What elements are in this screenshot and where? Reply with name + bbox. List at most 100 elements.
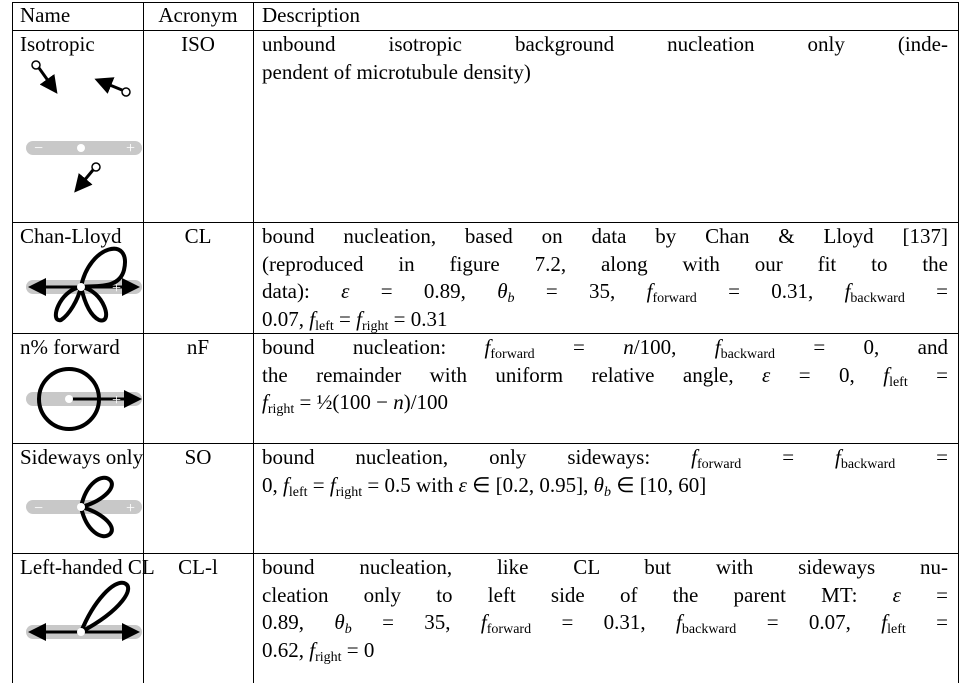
math: f (883, 362, 890, 387)
text: pendent of microtubule density) (262, 59, 531, 84)
subscript: b (344, 622, 352, 637)
text: = ½(100 − (294, 390, 394, 414)
header-cell: Name (20, 3, 71, 27)
text: = (907, 362, 949, 387)
svg-text:+: + (126, 140, 135, 157)
text: bound nucleation, based on data by Chan … (262, 224, 948, 248)
math: f (691, 445, 697, 469)
description-line: data): ε = 0.89, θb = 35, fforward = 0.3… (262, 278, 949, 306)
subscript: forward (490, 347, 535, 362)
subscript: right (361, 318, 389, 334)
subscript: backward (850, 291, 905, 306)
description-line: unbound isotropic background nucleation … (262, 31, 948, 58)
math: θ (334, 610, 345, 634)
rule (958, 2, 959, 683)
name-cell: Chan-Lloyd (20, 224, 122, 248)
math: f (834, 445, 841, 469)
text: = (307, 472, 330, 497)
math: ε (892, 582, 901, 607)
math: f (262, 390, 268, 414)
text: = (905, 610, 948, 634)
subscript: forward (696, 457, 742, 472)
math: θ (593, 472, 604, 497)
subscript: forward (486, 622, 532, 637)
header-cell: Description (262, 3, 360, 27)
cl-l-icon (26, 580, 142, 641)
text: = (741, 445, 835, 469)
subscript: backward (720, 347, 775, 362)
name-cell: n% forward (20, 335, 120, 359)
acronym-cell: CL (184, 224, 212, 248)
math: f (714, 335, 721, 359)
subscript: left (889, 374, 908, 390)
description-line: bound nucleation, based on data by Chan … (262, 223, 948, 250)
math: f (309, 306, 316, 331)
description-line: (reproduced in figure 7.2, along with ou… (262, 251, 948, 278)
text: = (904, 279, 949, 303)
text: = 0.07, (736, 610, 882, 634)
text: 0.62, (262, 637, 310, 662)
description-line: 0.62, fright = 0 (262, 637, 948, 665)
text: ∈ [0.2, 0.95], (466, 472, 594, 497)
text: = 0.89, (349, 279, 498, 303)
text: cleation only to left side of the parent… (262, 582, 893, 607)
name-cell: Left-handed CL (20, 555, 155, 579)
rule (12, 553, 958, 554)
header-cell: Acronym (158, 3, 238, 27)
text: ∈ [10, 60] (610, 472, 707, 497)
rule (12, 2, 958, 3)
subscript: left (288, 484, 308, 500)
math: n (393, 390, 404, 414)
subscript: right (335, 484, 363, 500)
text: (reproduced in figure 7.2, along with ou… (262, 251, 948, 276)
math: f (484, 335, 491, 359)
rule (12, 222, 958, 223)
acronym-cell: nF (186, 335, 210, 359)
acronym-cell: SO (184, 445, 212, 469)
svg-text:−: − (34, 140, 43, 157)
subscript: left (887, 622, 906, 637)
text: = (333, 306, 357, 331)
text: /100, (633, 335, 715, 359)
acronym-cell: ISO (181, 32, 215, 56)
text: = 0, and (774, 335, 948, 359)
subscript: b (603, 484, 611, 500)
math: f (283, 472, 289, 497)
iso-icon: − + (26, 60, 142, 193)
rule (12, 2, 13, 683)
math: ε (341, 279, 350, 303)
cl-icon: + (26, 246, 142, 323)
text: 0.07, (262, 306, 310, 331)
svg-text:+: + (112, 280, 121, 297)
rule (12, 333, 958, 334)
math: f (646, 279, 653, 303)
text: = 0 (341, 637, 375, 662)
subscript: right (315, 649, 342, 665)
subscript: b (507, 291, 515, 306)
text: data): (262, 279, 342, 303)
description-line: bound nucleation, like CL but with sidew… (262, 554, 948, 581)
subscript: right (267, 402, 295, 417)
text: unbound isotropic background nucleation … (262, 32, 948, 56)
math: f (881, 610, 888, 634)
text: 0, (262, 472, 283, 497)
description-line: 0, fleft = fright = 0.5 with ε ∈ [0.2, 0… (262, 472, 948, 500)
description-line: cleation only to left side of the parent… (262, 582, 948, 609)
text: 0.89, (262, 610, 335, 634)
math: f (676, 610, 682, 634)
so-icon: − + (26, 475, 142, 539)
name-cell: Isotropic (20, 32, 95, 56)
text: = (895, 445, 949, 469)
description-line: the remainder with uniform relative angl… (262, 362, 949, 390)
math: θ (497, 279, 508, 303)
name-cell: Sideways only (20, 445, 144, 469)
math: f (844, 279, 851, 303)
description-line: pendent of microtubule density) (262, 59, 948, 86)
text: bound nucleation, only sideways: (262, 445, 692, 469)
rule (143, 2, 144, 683)
math: f (309, 637, 316, 662)
subscript: backward (840, 457, 896, 472)
svg-text:+: + (112, 392, 121, 409)
description-line: bound nucleation: fforward = n/100, fbac… (262, 334, 948, 362)
